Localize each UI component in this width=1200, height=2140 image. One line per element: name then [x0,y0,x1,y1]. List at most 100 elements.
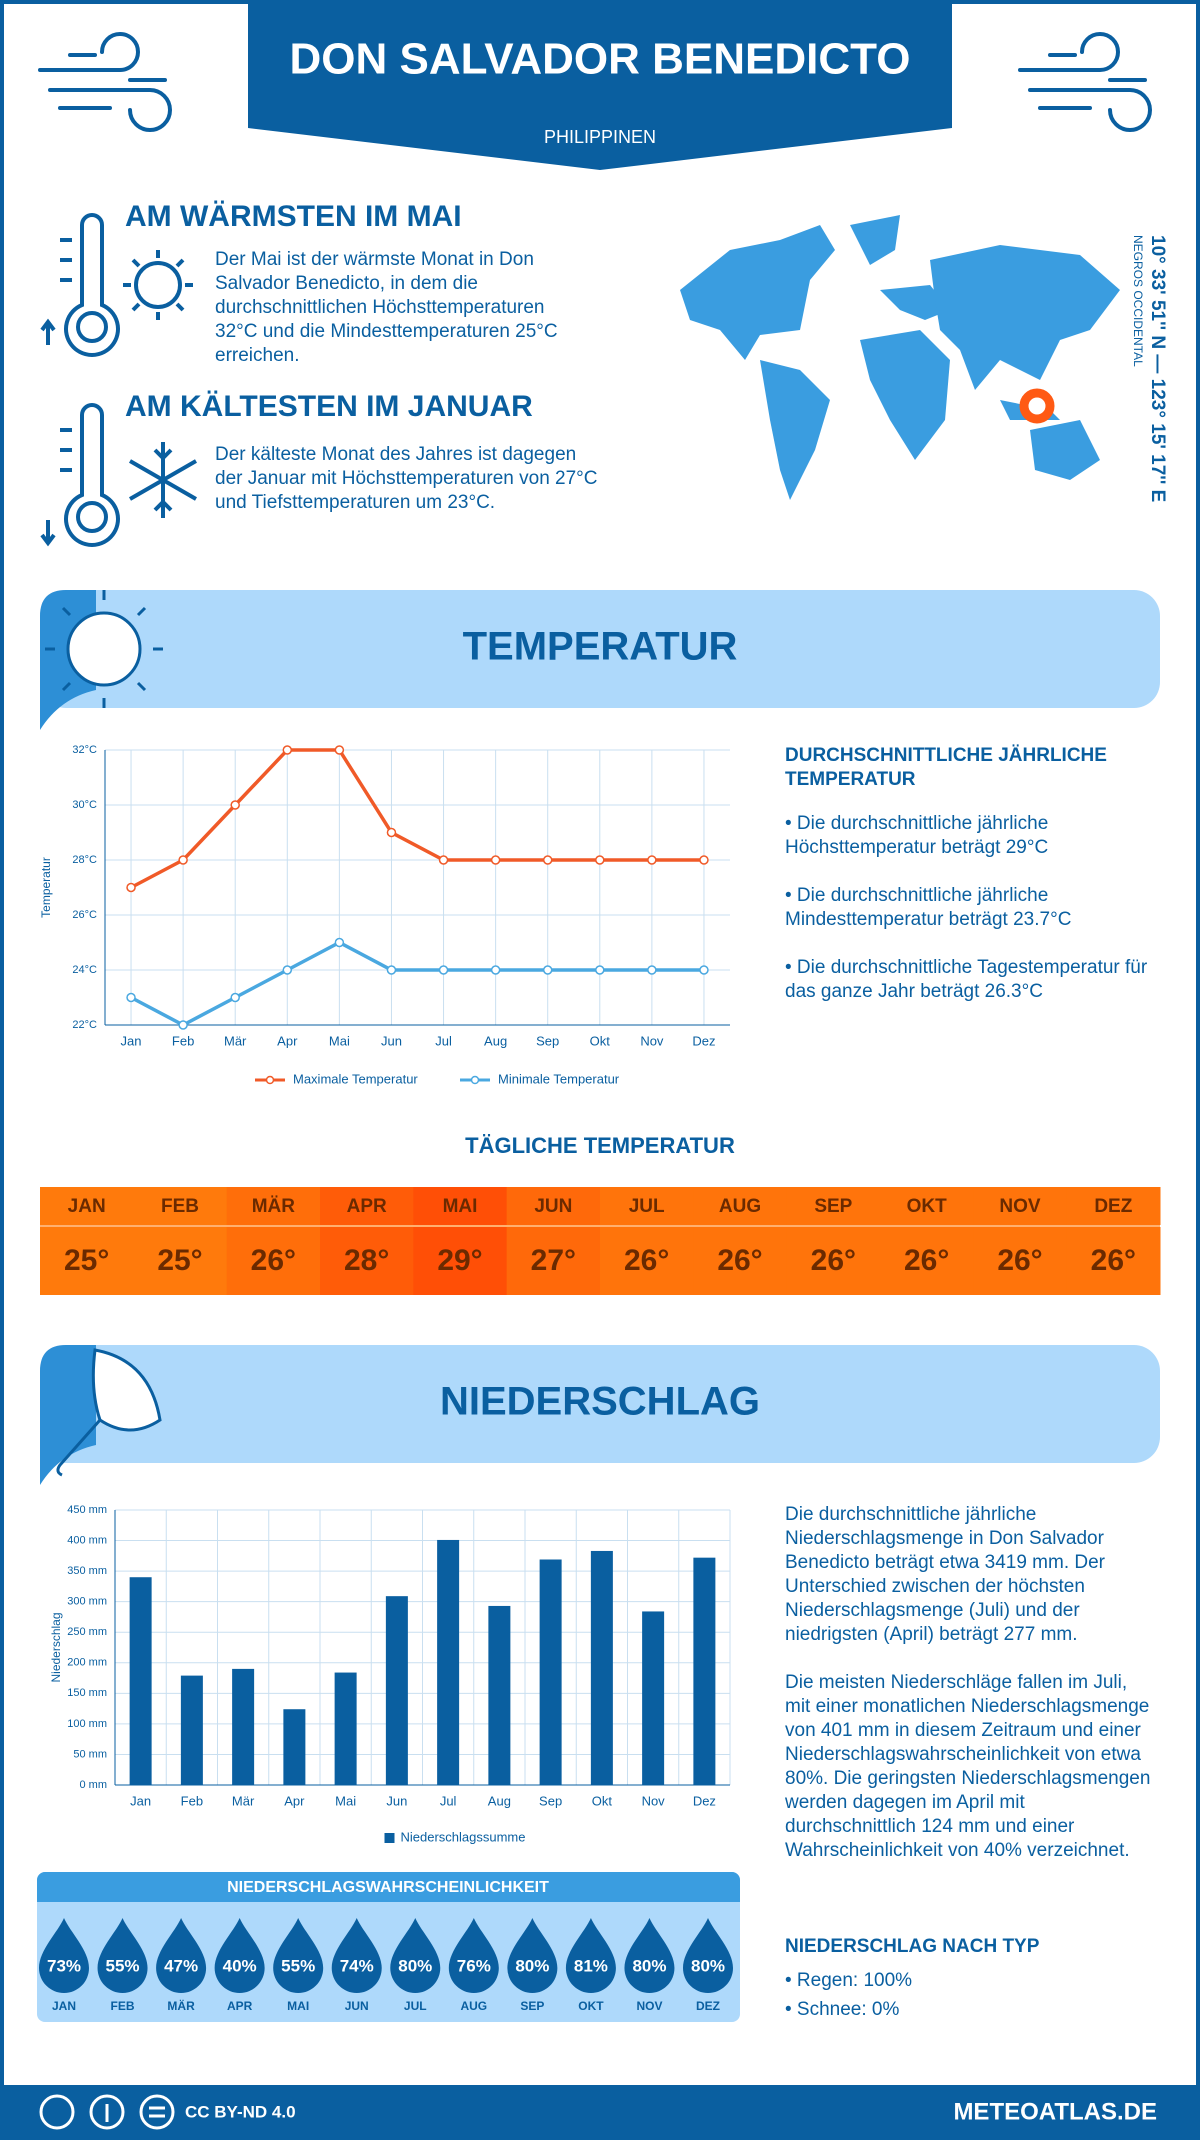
temp-value: 29° [437,1244,482,1277]
legend-label: Minimale Temperatur [498,1071,620,1086]
probability-month: JUN [345,1999,369,2013]
point [178,1020,188,1030]
value-cell [693,1227,788,1295]
drop [390,1918,441,1993]
legend-label: Maximale Temperatur [293,1071,418,1086]
bullet: • Regen: 100% [785,1970,913,1991]
probability-value: 40% [223,1956,257,1975]
y-tick-label: 32°C [72,744,97,756]
month-label: MÄR [252,1196,296,1217]
section-title: TEMPERATUR [463,625,738,669]
point [178,855,188,865]
x-tick-label: Jul [435,1033,452,1048]
y-tick-label: 250 mm [67,1626,107,1638]
bar [488,1605,511,1785]
month-cell [880,1187,974,1225]
x-tick-label: Okt [592,1793,613,1808]
point [126,882,136,893]
world-map [680,215,1120,500]
temp-summary-title: DURCHSCHNITTLICHE JÄHRLICHE TEMPERATUR [785,745,1107,790]
x-tick-label: Dez [693,1793,716,1808]
daily-title: TÄGLICHE TEMPERATUR [465,1133,735,1158]
bar [334,1672,357,1785]
x-tick-label: Mär [232,1793,255,1808]
y-tick-label: 50 mm [73,1748,107,1760]
x-tick-label: Jan [121,1033,142,1048]
value-cell [1066,1227,1161,1295]
probability-box [37,1872,740,2022]
umbrella-icon [56,1348,162,1477]
value-cell [226,1227,321,1295]
month-label: OKT [907,1196,948,1217]
probability-value: 80% [691,1956,725,1975]
month-label: FEB [161,1196,199,1217]
bar [129,1577,152,1785]
y-tick-label: 450 mm [67,1504,107,1516]
y-tick-label: 24°C [72,964,97,976]
y-tick-label: 200 mm [67,1657,107,1669]
temp-value: 26° [717,1244,762,1277]
value-cell [600,1227,694,1295]
coldest-title: AM KÄLTESTEN IM JANUAR [125,390,533,423]
value-cell [973,1227,1068,1295]
temp-value: 26° [997,1244,1042,1277]
temp-value: 27° [531,1244,576,1277]
probability-value: 73% [47,1956,81,1975]
point [542,965,553,975]
month-label: MAI [443,1196,478,1217]
month-label: AUG [719,1196,761,1217]
month-cell [600,1187,694,1225]
drop [214,1918,265,1993]
line [130,940,704,1027]
temperature-banner [40,590,1160,708]
temp-bullets: • Die durchschnittliche jährliche Höchst… [785,812,1160,1028]
coordinates: 10° 33' 51'' N — 123° 15' 17'' E [1147,235,1168,502]
drop [683,1918,733,1993]
probability-value: 76% [457,1956,491,1975]
probability-value: 80% [632,1956,666,1975]
month-cell [506,1187,601,1225]
probability-month: MÄR [167,1998,195,2013]
bar [642,1611,665,1785]
bar [232,1668,255,1785]
license: CC BY-ND 4.0 [185,2102,296,2121]
point [699,965,709,975]
x-tick-label: Dez [692,1033,715,1048]
footer-band [0,2085,1200,2140]
probability-value: 55% [281,1956,315,1975]
page-title: DON SALVADOR BENEDICTO [290,35,911,84]
line [130,748,704,890]
y-axis-label: Niederschlag [49,1612,63,1682]
sun-icon [45,590,163,708]
point [230,800,240,810]
probability-month: OKT [578,1999,604,2013]
probability-month: SEP [520,1999,544,2013]
month-cell [693,1187,788,1225]
month-cell [226,1187,321,1225]
warmest-text: Der Mai ist der wärmste Monat in Don Sal… [215,249,558,366]
y-tick-label: 350 mm [67,1565,107,1577]
temp-value: 25° [64,1244,109,1277]
value-cell [320,1227,414,1295]
drop [97,1918,148,1993]
probability-month: MAI [287,1999,309,2013]
drop [331,1918,382,1993]
y-tick-label: 22°C [72,1019,97,1031]
x-tick-label: Feb [181,1793,203,1808]
precipitation-banner [40,1345,1160,1463]
legend-label: Niederschlagssumme [401,1829,526,1844]
site-name[interactable]: METEOATLAS.DE [953,2098,1157,2125]
value-cell [40,1227,134,1295]
probability-month: JAN [52,1999,76,2013]
month-label: SEP [814,1196,852,1217]
bar [590,1550,613,1785]
month-label: JUL [629,1196,665,1217]
temp-value: 26° [904,1244,949,1277]
month-cell [786,1187,881,1225]
value-cell [506,1227,601,1295]
month-label: NOV [999,1196,1041,1217]
y-axis-label: Temperatur [39,857,53,918]
bullet: • Die durchschnittliche Tagestemperatur … [785,957,1148,1002]
probability-value: 74% [340,1956,374,1975]
